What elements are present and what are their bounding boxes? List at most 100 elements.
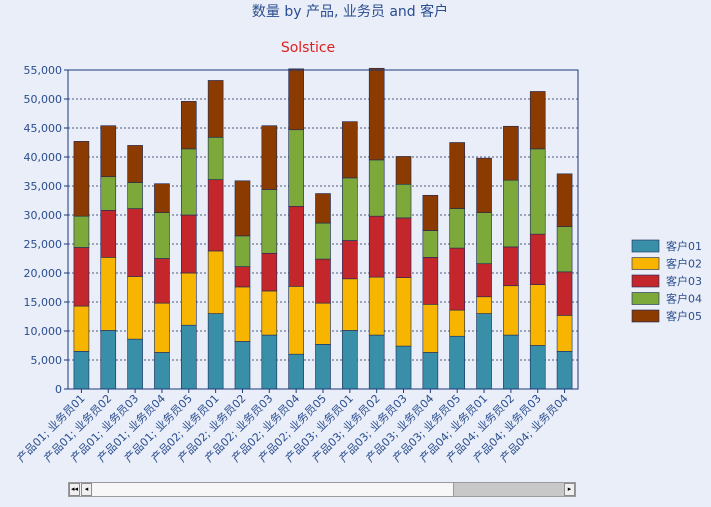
bar-segment [529, 91, 546, 150]
bars [73, 67, 573, 390]
bar-segment [73, 305, 90, 352]
bar-segment [476, 313, 492, 390]
y-tick-label: 55,000 [24, 64, 63, 77]
bar-segment [342, 278, 358, 331]
bar-segment [315, 302, 331, 345]
y-tick-label: 45,000 [24, 122, 63, 135]
bar-segment [395, 277, 412, 347]
bar-segment [476, 157, 492, 213]
bar-segment [503, 246, 519, 287]
legend: 客户01 客户02 客户03 客户04 客户05 [631, 239, 702, 323]
legend-label: 客户02 [666, 257, 702, 271]
left-arrow-icon: ◂ [84, 485, 89, 493]
bar-segment [234, 266, 251, 288]
scroll-right-button[interactable]: ▸ [564, 483, 575, 496]
bar-segment [503, 179, 519, 248]
bar-segment [127, 182, 143, 209]
chart-subtitle: Solstice [281, 40, 335, 56]
horizontal-scrollbar[interactable]: ◂◂ ◂ ▸ [68, 482, 576, 497]
bar-segment [180, 272, 197, 326]
legend-swatch [631, 257, 660, 270]
legend-swatch [631, 274, 660, 288]
bar-segment [395, 345, 412, 390]
y-tick-label: 35,000 [24, 180, 63, 193]
bar-segment [315, 258, 331, 304]
bar-segment [207, 136, 224, 180]
bar-segment [556, 315, 573, 352]
bar-segment [234, 341, 251, 390]
bar-segment [154, 212, 170, 259]
double-left-arrow-icon: ◂◂ [70, 485, 79, 493]
bar-segment [449, 335, 466, 390]
bar-segment [503, 125, 519, 181]
scroll-track[interactable] [93, 483, 564, 496]
bar-segment [556, 271, 573, 316]
legend-label: 客户01 [666, 239, 702, 253]
bar-segment [180, 324, 197, 390]
bar-segment [288, 286, 304, 355]
bar-segment [476, 212, 492, 265]
legend-swatch [631, 292, 660, 305]
right-arrow-icon: ▸ [567, 485, 572, 493]
bar-segment [315, 193, 331, 224]
bar-segment [529, 345, 546, 390]
y-tick-label: 40,000 [24, 151, 63, 164]
bar-segment [395, 156, 412, 185]
bar-segment [342, 121, 358, 179]
bar-segment [234, 180, 251, 237]
bar-segment [368, 334, 385, 390]
bar-segment [154, 183, 170, 213]
bar-segment [100, 125, 117, 178]
y-tick-label: 30,000 [24, 209, 63, 222]
bar-segment [529, 284, 546, 346]
y-tick-label: 10,000 [24, 325, 63, 338]
bar-segment [422, 257, 439, 305]
bar-segment [73, 247, 90, 307]
bar-segment [395, 183, 412, 219]
bar-segment [288, 68, 304, 131]
bar-segment [422, 352, 439, 390]
bar-segment [422, 194, 439, 231]
bar-segment [503, 334, 519, 390]
bar-segment [342, 330, 358, 390]
bar-segment [556, 173, 573, 227]
y-tick-label: 20,000 [24, 267, 63, 280]
bar-segment [261, 334, 278, 390]
bar-segment [395, 217, 412, 278]
y-tick-label: 5,000 [31, 354, 63, 367]
bar-segment [449, 309, 466, 337]
bar-segment [100, 330, 117, 390]
bar-segment [476, 296, 492, 314]
bar-segment [73, 350, 90, 390]
bar-segment [180, 101, 197, 150]
bar-segment [288, 353, 304, 390]
scroll-thumb[interactable] [453, 483, 564, 496]
bar-segment [261, 125, 278, 190]
bar-segment [315, 344, 331, 390]
bar-segment [449, 208, 466, 249]
bar-segment [422, 304, 439, 353]
bar-segment [368, 215, 385, 278]
bar-segment [422, 230, 439, 258]
scroll-first-button[interactable]: ◂◂ [69, 483, 80, 496]
bar-segment [127, 208, 143, 277]
bar-segment [529, 233, 546, 285]
bar-segment [207, 250, 224, 314]
bar-segment [503, 285, 519, 336]
bar-segment [127, 145, 143, 183]
bar-segment [449, 247, 466, 311]
y-tick-label: 50,000 [24, 93, 63, 106]
bar-segment [556, 226, 573, 273]
bar-segment [261, 252, 278, 292]
bar-segment [207, 313, 224, 390]
bar-segment [315, 222, 331, 260]
bar-segment [73, 215, 90, 248]
scroll-left-button[interactable]: ◂ [81, 483, 92, 496]
bar-segment [234, 286, 251, 342]
legend-swatch [631, 309, 660, 323]
bar-segment [127, 338, 143, 390]
bar-segment [342, 240, 358, 280]
bar-segment [476, 263, 492, 298]
bar-segment [154, 258, 170, 304]
